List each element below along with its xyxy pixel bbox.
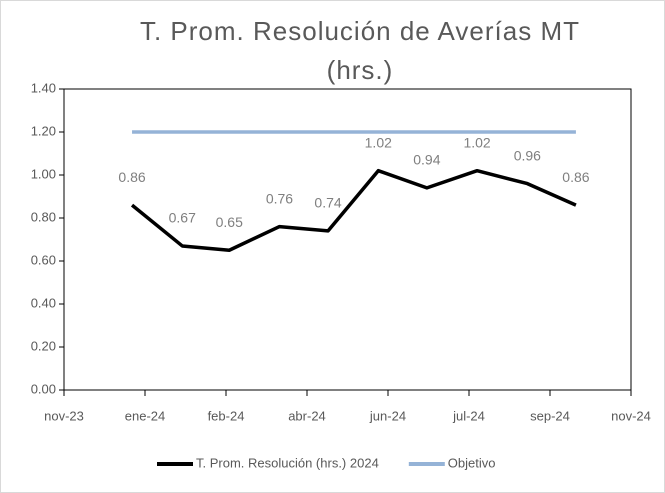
data-label: 0.86	[562, 169, 589, 185]
data-label: 0.67	[169, 210, 196, 226]
y-tick-label: 0.80	[31, 209, 56, 224]
x-tick-label: ene-24	[125, 408, 165, 423]
x-tick-label: sep-24	[530, 408, 570, 423]
data-label: 0.74	[314, 195, 341, 211]
x-tick-label: nov-24	[611, 408, 651, 423]
x-tick-label: feb-24	[208, 408, 245, 423]
legend-label: T. Prom. Resolución (hrs.) 2024	[196, 455, 379, 470]
legend-label: Objetivo	[448, 455, 496, 470]
y-tick-label: 0.60	[31, 252, 56, 267]
data-label: 1.02	[365, 134, 392, 150]
data-label: 0.94	[413, 152, 440, 168]
x-tick-label: jul-24	[452, 408, 485, 423]
data-label: 0.76	[266, 190, 293, 206]
x-tick-label: jun-24	[369, 408, 406, 423]
chart-title: T. Prom. Resolución de Averías MT (hrs.)	[140, 16, 580, 85]
plot-area	[63, 88, 632, 391]
data-label: 0.86	[118, 169, 145, 185]
y-tick-label: 1.00	[31, 166, 56, 181]
y-tick-label: 1.20	[31, 123, 56, 138]
y-tick-label: 0.20	[31, 338, 56, 353]
x-tick-label: abr-24	[288, 408, 326, 423]
series-line	[130, 168, 577, 252]
y-tick-label: 1.40	[31, 80, 56, 95]
y-tick-label: 0.40	[31, 295, 56, 310]
data-label: 0.96	[514, 147, 541, 163]
data-label: 1.02	[463, 134, 490, 150]
x-tick-label: nov-23	[44, 408, 84, 423]
y-tick-label: 0.00	[31, 381, 56, 396]
data-label: 0.65	[216, 214, 243, 230]
